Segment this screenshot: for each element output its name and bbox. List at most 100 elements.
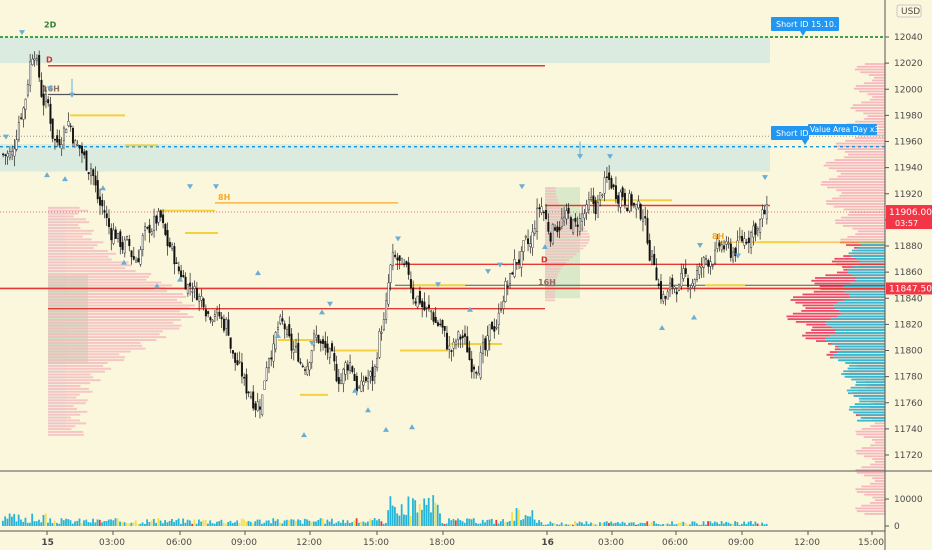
volume-bar — [461, 521, 464, 526]
candle-body — [596, 202, 599, 218]
volume-bar — [306, 519, 308, 526]
candle-body — [378, 331, 381, 358]
candle-body — [209, 317, 212, 321]
volume-bar — [745, 524, 748, 526]
candle-body — [412, 287, 415, 300]
candle-body — [434, 316, 437, 324]
volume-bar — [22, 521, 25, 526]
volume-profile-left-bar — [48, 313, 188, 316]
candle-series — [2, 30, 768, 438]
volume-profile-right-buy-bar — [840, 348, 885, 351]
volume-bar — [58, 523, 61, 526]
volume-bar — [452, 519, 455, 526]
volume-profile-right-bar — [855, 449, 885, 452]
volume-bar — [734, 521, 737, 526]
volume-profile-right-bar — [854, 68, 885, 71]
candle-body — [547, 221, 550, 232]
candle-body — [157, 211, 160, 223]
level-label: 16H — [538, 278, 556, 287]
candle-body — [211, 319, 214, 322]
candle-body — [689, 287, 692, 290]
candle-body — [382, 319, 385, 331]
volume-profile-right-bar — [861, 427, 885, 430]
volume-profile-mid-bar — [545, 267, 562, 270]
volume-bar — [495, 519, 498, 526]
volume-bar — [56, 522, 58, 526]
volume-bar — [107, 519, 110, 526]
volume-bar — [549, 521, 552, 526]
volume-profile-right-buy-bar — [847, 271, 885, 274]
signal-triangle-icon — [177, 276, 183, 282]
volume-bar — [263, 522, 266, 526]
candle-body — [409, 279, 412, 289]
candle-body — [213, 314, 216, 318]
candle-body — [454, 340, 457, 346]
volume-profile-mid-bar — [545, 261, 567, 264]
volume-bar — [69, 520, 72, 526]
volume-bar — [581, 522, 583, 526]
volume-bar — [216, 521, 218, 526]
candle-body — [15, 139, 18, 150]
volume-profile-mid-bar — [545, 207, 563, 210]
volume-profile-right-buy-bar — [834, 307, 885, 310]
volume-bar — [143, 523, 146, 526]
candle-body — [267, 358, 270, 369]
volume-bar — [299, 520, 302, 526]
volume-profile-right-bar — [871, 79, 885, 82]
signal-triangle-icon — [735, 253, 741, 259]
volume-profile-right-buy-bar — [838, 310, 885, 312]
candle-body — [468, 347, 471, 360]
volume-bar — [13, 514, 16, 526]
price-axis: 11720 11740 11760 11780 11800 11820 11840 11860… — [884, 0, 932, 550]
volume-profile-left-bar — [48, 301, 183, 304]
volume-profile-right-bar — [870, 463, 885, 466]
volume-bar — [294, 521, 297, 526]
volume-bar — [146, 519, 148, 526]
volume-bar — [490, 518, 493, 526]
volume-bar — [493, 523, 495, 526]
volume-bar — [657, 524, 660, 526]
volume-bar — [727, 522, 730, 526]
candle-body — [457, 331, 460, 341]
volume-profile-mid-bar — [545, 264, 564, 267]
candle-body — [51, 118, 54, 139]
level-label: 8H — [712, 232, 724, 241]
volume-bar — [17, 514, 20, 526]
candle-body — [407, 262, 410, 275]
volume-bar — [195, 523, 198, 526]
volume-bar — [592, 523, 595, 526]
candle-body — [283, 323, 286, 330]
candle-body — [20, 117, 23, 119]
volume-bar — [324, 523, 326, 526]
volume-bar — [339, 522, 342, 526]
volume-profile-left-bar — [48, 215, 74, 218]
price-tick-label: 11940 — [894, 164, 923, 174]
volume-bar — [680, 522, 682, 526]
candle-body — [669, 282, 671, 291]
volume-profile-left-bar — [48, 336, 167, 339]
volume-profile-mid-bar — [545, 227, 585, 230]
candle-body — [461, 335, 464, 339]
candle-body — [245, 374, 248, 394]
price-tick-label: 12020 — [894, 59, 923, 69]
volume-bar — [619, 523, 622, 526]
candle-body — [585, 204, 588, 213]
volume-profile-mid-bar — [545, 187, 556, 190]
volume-profile-right-bar — [811, 279, 885, 282]
volume-profile-right-bar — [855, 488, 885, 491]
candle-body — [581, 213, 584, 222]
volume-bar — [603, 522, 606, 526]
volume-bar — [565, 524, 568, 526]
volume-profile-right-bar — [860, 71, 885, 74]
volume-profile-left-bar — [48, 382, 91, 385]
volume-bar — [270, 523, 272, 526]
volume-bar — [605, 521, 608, 526]
volume-bar — [312, 521, 315, 526]
volume-bar — [173, 522, 176, 526]
candle-body — [346, 364, 349, 371]
volume-bar — [704, 524, 707, 526]
candle-body — [720, 244, 723, 251]
volume-bar — [686, 524, 689, 526]
short-id-callout-2-pointer — [802, 140, 808, 145]
